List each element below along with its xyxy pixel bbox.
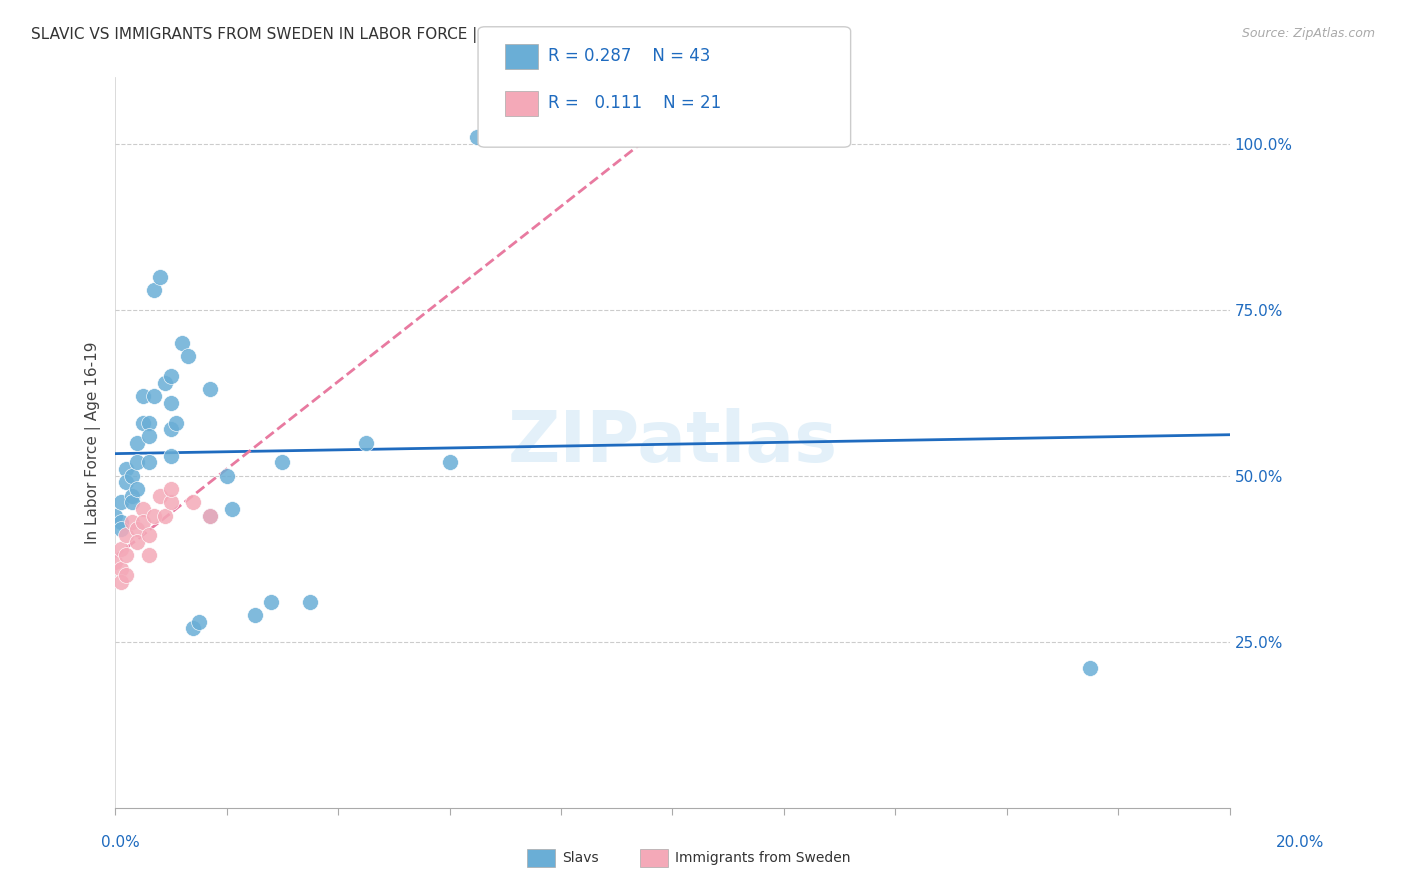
Point bbox=[271, 455, 294, 469]
Point bbox=[155, 376, 177, 390]
Point bbox=[127, 435, 149, 450]
Point bbox=[132, 502, 155, 516]
Point bbox=[115, 549, 138, 563]
Point bbox=[127, 482, 149, 496]
Point bbox=[149, 489, 172, 503]
Point bbox=[110, 495, 132, 509]
Point bbox=[110, 541, 132, 556]
Text: 20.0%: 20.0% bbox=[1277, 836, 1324, 850]
Point bbox=[121, 468, 143, 483]
Text: Immigrants from Sweden: Immigrants from Sweden bbox=[675, 851, 851, 865]
Point bbox=[138, 549, 160, 563]
Point bbox=[155, 508, 177, 523]
Point bbox=[198, 383, 221, 397]
Point bbox=[121, 489, 143, 503]
Point bbox=[221, 502, 243, 516]
Point bbox=[299, 595, 322, 609]
Point bbox=[717, 130, 740, 145]
Point bbox=[176, 349, 198, 363]
Point bbox=[132, 515, 155, 529]
Point bbox=[243, 608, 266, 623]
Point bbox=[160, 369, 183, 384]
Point bbox=[170, 335, 193, 350]
Point bbox=[110, 574, 132, 589]
Point bbox=[354, 435, 377, 450]
Text: R =   0.111    N = 21: R = 0.111 N = 21 bbox=[548, 95, 721, 112]
Point bbox=[160, 395, 183, 409]
Point bbox=[115, 475, 138, 490]
Text: R = 0.287    N = 43: R = 0.287 N = 43 bbox=[548, 47, 710, 65]
Point bbox=[260, 595, 283, 609]
Point bbox=[439, 455, 461, 469]
Text: 0.0%: 0.0% bbox=[101, 836, 141, 850]
Point bbox=[138, 528, 160, 542]
Point bbox=[198, 508, 221, 523]
Point bbox=[132, 389, 155, 403]
Point bbox=[143, 283, 166, 297]
Point bbox=[127, 522, 149, 536]
Point bbox=[138, 429, 160, 443]
Point bbox=[110, 561, 132, 575]
Point bbox=[110, 522, 132, 536]
Point bbox=[143, 508, 166, 523]
Point bbox=[110, 515, 132, 529]
Point bbox=[115, 528, 138, 542]
Point bbox=[181, 621, 204, 635]
Point bbox=[138, 455, 160, 469]
Point bbox=[115, 462, 138, 476]
Point bbox=[121, 495, 143, 509]
Point bbox=[198, 508, 221, 523]
Point bbox=[166, 416, 188, 430]
Text: SLAVIC VS IMMIGRANTS FROM SWEDEN IN LABOR FORCE | AGE 16-19 CORRELATION CHART: SLAVIC VS IMMIGRANTS FROM SWEDEN IN LABO… bbox=[31, 27, 733, 43]
Point bbox=[160, 495, 183, 509]
Y-axis label: In Labor Force | Age 16-19: In Labor Force | Age 16-19 bbox=[86, 342, 101, 544]
Text: ZIPatlas: ZIPatlas bbox=[508, 408, 838, 477]
Text: Slavs: Slavs bbox=[562, 851, 599, 865]
Point bbox=[127, 535, 149, 549]
Point bbox=[149, 269, 172, 284]
Point bbox=[115, 568, 138, 582]
Point bbox=[104, 508, 127, 523]
Point bbox=[127, 455, 149, 469]
Point bbox=[187, 615, 209, 629]
Point bbox=[104, 555, 127, 569]
Point bbox=[121, 515, 143, 529]
Point bbox=[181, 495, 204, 509]
Text: Source: ZipAtlas.com: Source: ZipAtlas.com bbox=[1241, 27, 1375, 40]
Point bbox=[1080, 661, 1102, 675]
Point bbox=[160, 449, 183, 463]
Point bbox=[215, 468, 238, 483]
Point bbox=[160, 482, 183, 496]
Point bbox=[143, 389, 166, 403]
Point bbox=[160, 422, 183, 436]
Point bbox=[132, 416, 155, 430]
Point bbox=[467, 130, 489, 145]
Point bbox=[138, 416, 160, 430]
